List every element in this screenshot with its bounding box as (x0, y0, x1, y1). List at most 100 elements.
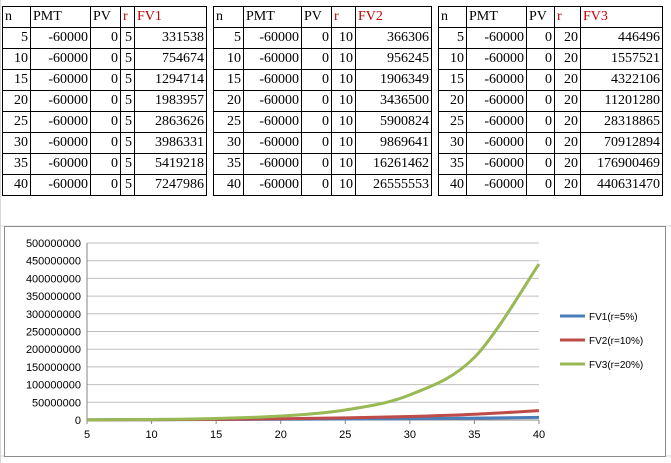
table-cell[interactable]: 0 (526, 90, 555, 112)
column-header[interactable]: r (554, 6, 581, 28)
table-cell[interactable]: 5 (120, 153, 135, 175)
table-cell[interactable]: -60000 (243, 48, 302, 70)
table-cell[interactable]: 446496 (580, 27, 663, 49)
table-cell[interactable]: 0 (301, 90, 332, 112)
table-cell[interactable]: 10 (331, 69, 356, 91)
table-cell[interactable]: 0 (526, 69, 555, 91)
table-cell[interactable]: 35 (2, 153, 31, 175)
table-cell[interactable]: -60000 (466, 153, 527, 175)
table-cell[interactable]: 10 (331, 27, 356, 49)
table-cell[interactable]: 15 (2, 69, 31, 91)
table-cell[interactable]: 20 (554, 174, 581, 196)
table-cell[interactable]: 0 (526, 27, 555, 49)
table-cell[interactable]: 956245 (355, 48, 432, 70)
table-cell[interactable]: 30 (213, 132, 244, 154)
column-header[interactable]: n (213, 6, 244, 28)
table-cell[interactable]: 0 (526, 111, 555, 133)
table-cell[interactable]: 30 (2, 132, 31, 154)
table-cell[interactable]: 40 (2, 174, 31, 196)
table-cell[interactable]: -60000 (466, 69, 527, 91)
table-cell[interactable]: 26555553 (355, 174, 432, 196)
table-cell[interactable]: 10 (331, 111, 356, 133)
table-cell[interactable]: 35 (213, 153, 244, 175)
table-cell[interactable]: 331538 (134, 27, 207, 49)
table-cell[interactable]: 0 (90, 27, 121, 49)
table-cell[interactable]: -60000 (30, 90, 91, 112)
table-cell[interactable]: 20 (213, 90, 244, 112)
table-cell[interactable]: 0 (301, 153, 332, 175)
table-cell[interactable]: 20 (438, 90, 467, 112)
table-cell[interactable]: 35 (438, 153, 467, 175)
table-cell[interactable]: 0 (301, 132, 332, 154)
table-cell[interactable]: 5 (120, 90, 135, 112)
table-cell[interactable]: 0 (90, 153, 121, 175)
table-cell[interactable]: -60000 (30, 27, 91, 49)
column-header[interactable]: PV (90, 6, 121, 28)
table-cell[interactable]: -60000 (243, 69, 302, 91)
table-cell[interactable]: 1983957 (134, 90, 207, 112)
table-cell[interactable]: -60000 (30, 132, 91, 154)
table-cell[interactable]: 5419218 (134, 153, 207, 175)
table-cell[interactable]: -60000 (466, 48, 527, 70)
table-cell[interactable]: 10 (331, 90, 356, 112)
table-cell[interactable]: 1557521 (580, 48, 663, 70)
table-cell[interactable]: 40 (213, 174, 244, 196)
column-header[interactable]: r (120, 6, 135, 28)
table-cell[interactable]: -60000 (30, 69, 91, 91)
table-cell[interactable]: 0 (526, 48, 555, 70)
table-cell[interactable]: 20 (554, 111, 581, 133)
table-cell[interactable]: -60000 (466, 132, 527, 154)
table-cell[interactable]: 20 (554, 90, 581, 112)
table-cell[interactable]: -60000 (243, 90, 302, 112)
table-cell[interactable]: 10 (331, 174, 356, 196)
table-cell[interactable]: 5 (120, 69, 135, 91)
table-cell[interactable]: 0 (301, 69, 332, 91)
table-cell[interactable]: 15 (213, 69, 244, 91)
column-header[interactable]: n (438, 6, 467, 28)
line-chart[interactable]: 0 50000000 100000000 150000000 200000000 2500… (4, 226, 666, 457)
table-cell[interactable]: 3436500 (355, 90, 432, 112)
table-cell[interactable]: 5 (120, 174, 135, 196)
table-cell[interactable]: -60000 (466, 174, 527, 196)
table-cell[interactable]: 0 (301, 111, 332, 133)
table-cell[interactable]: -60000 (243, 111, 302, 133)
table-cell[interactable]: 0 (90, 48, 121, 70)
table-cell[interactable]: -60000 (243, 132, 302, 154)
table-cell[interactable]: 10 (331, 48, 356, 70)
table-cell[interactable]: 5 (120, 48, 135, 70)
table-cell[interactable]: 0 (526, 174, 555, 196)
table-cell[interactable]: 20 (554, 27, 581, 49)
table-cell[interactable]: 1906349 (355, 69, 432, 91)
table-cell[interactable]: 5 (120, 132, 135, 154)
table-cell[interactable]: 40 (438, 174, 467, 196)
table-cell[interactable]: 28318865 (580, 111, 663, 133)
column-header[interactable]: FV2 (355, 6, 432, 28)
table-cell[interactable]: -60000 (30, 153, 91, 175)
table-cell[interactable]: 0 (90, 174, 121, 196)
column-header[interactable]: PV (301, 6, 332, 28)
table-cell[interactable]: 25 (438, 111, 467, 133)
table-cell[interactable]: 10 (2, 48, 31, 70)
table-cell[interactable]: 10 (213, 48, 244, 70)
table-cell[interactable]: -60000 (466, 90, 527, 112)
table-cell[interactable]: 10 (438, 48, 467, 70)
table-cell[interactable]: 0 (526, 132, 555, 154)
table-cell[interactable]: 0 (526, 153, 555, 175)
column-header[interactable]: PMT (243, 6, 302, 28)
table-cell[interactable]: 5 (438, 27, 467, 49)
table-cell[interactable]: 440631470 (580, 174, 663, 196)
table-cell[interactable]: -60000 (466, 27, 527, 49)
table-cell[interactable]: 20 (554, 69, 581, 91)
table-cell[interactable]: 9869641 (355, 132, 432, 154)
table-cell[interactable]: 0 (90, 111, 121, 133)
table-cell[interactable]: 7247986 (134, 174, 207, 196)
table-cell[interactable]: 16261462 (355, 153, 432, 175)
table-cell[interactable]: 3986331 (134, 132, 207, 154)
table-cell[interactable]: 20 (2, 90, 31, 112)
table-cell[interactable]: 25 (2, 111, 31, 133)
table-cell[interactable]: 20 (554, 48, 581, 70)
table-cell[interactable]: 5900824 (355, 111, 432, 133)
table-cell[interactable]: 754674 (134, 48, 207, 70)
table-cell[interactable]: -60000 (243, 174, 302, 196)
table-cell[interactable]: 20 (554, 153, 581, 175)
